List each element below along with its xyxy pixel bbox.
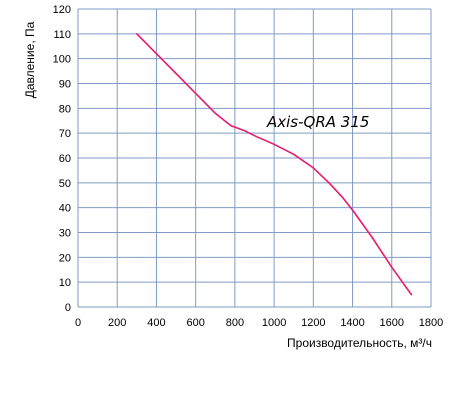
series-label: Axis-QRA 315 bbox=[266, 113, 369, 131]
y-tick-label: 90 bbox=[59, 79, 71, 91]
y-tick-label: 20 bbox=[59, 252, 71, 264]
series-curves bbox=[136, 33, 413, 296]
grid bbox=[77, 8, 432, 308]
y-axis-label: Давление, Па bbox=[23, 21, 37, 98]
y-tick-label: 120 bbox=[53, 4, 71, 16]
x-tick-label: 1200 bbox=[301, 317, 325, 329]
y-tick-label: 0 bbox=[65, 302, 71, 314]
y-tick-labels: 0 10 20 30 40 50 60 70 80 90 100 110 120 bbox=[53, 4, 71, 314]
y-tick-label: 40 bbox=[59, 203, 71, 215]
x-tick-label: 0 bbox=[75, 317, 81, 329]
y-tick-label: 110 bbox=[53, 29, 71, 41]
x-tick-label: 1800 bbox=[419, 317, 443, 329]
x-tick-label: 600 bbox=[186, 317, 204, 329]
y-tick-label: 70 bbox=[59, 128, 71, 140]
y-tick-label: 80 bbox=[59, 103, 71, 115]
x-tick-label: 200 bbox=[108, 317, 126, 329]
x-tick-label: 1600 bbox=[380, 317, 404, 329]
y-tick-label: 100 bbox=[53, 54, 71, 66]
y-tick-label: 30 bbox=[59, 228, 71, 240]
series-line bbox=[136, 33, 413, 296]
y-tick-label: 50 bbox=[59, 178, 71, 190]
x-tick-labels: 0 200 400 600 800 1000 1200 1400 1600 1800 bbox=[75, 317, 443, 329]
x-axis-label: Производительность, м³/ч bbox=[287, 336, 432, 350]
x-tick-label: 400 bbox=[147, 317, 165, 329]
x-tick-label: 1400 bbox=[340, 317, 364, 329]
x-tick-label: 800 bbox=[226, 317, 244, 329]
y-tick-label: 60 bbox=[59, 153, 71, 165]
y-tick-label: 10 bbox=[59, 277, 71, 289]
x-tick-label: 1000 bbox=[262, 317, 286, 329]
